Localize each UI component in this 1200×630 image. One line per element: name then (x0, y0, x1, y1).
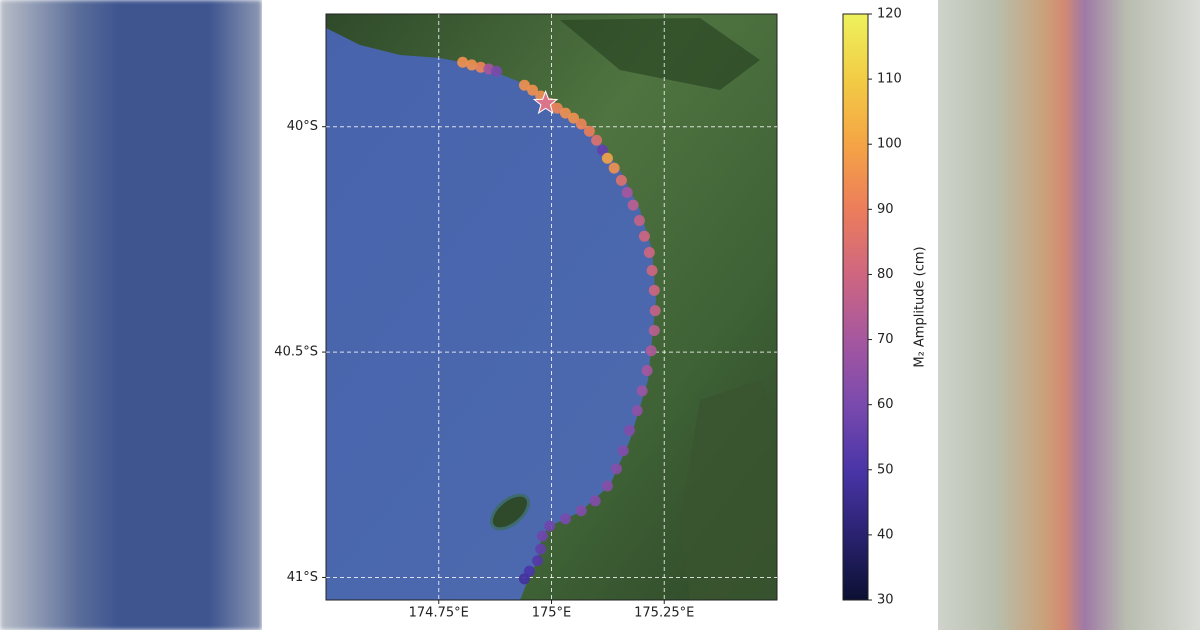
blurred-left-panel (0, 0, 262, 630)
x-tick-label: 174.75°E (409, 606, 469, 621)
amplitude-point (638, 230, 650, 242)
colorbar-tick-label: 40 (877, 527, 894, 542)
colorbar-tick-label: 80 (877, 267, 894, 282)
colorbar-tick-label: 70 (877, 332, 894, 347)
amplitude-point (615, 174, 627, 186)
amplitude-point (610, 463, 622, 475)
amplitude-point (518, 573, 530, 585)
amplitude-point (643, 246, 655, 258)
mountains (680, 380, 777, 600)
amplitude-point (631, 405, 643, 417)
amplitude-point (575, 118, 587, 130)
forest (560, 18, 760, 90)
blurred-right-panel (938, 0, 1200, 630)
amplitude-point (544, 520, 556, 532)
colorbar-tick-label: 90 (877, 202, 894, 217)
amplitude-point (551, 102, 563, 114)
amplitude-point (617, 445, 629, 457)
amplitude-point (559, 513, 571, 525)
amplitude-point (648, 284, 660, 296)
colorbar-tick-label: 100 (877, 137, 902, 152)
x-tick-label: 175°E (532, 606, 572, 621)
amplitude-point (596, 144, 608, 156)
colorbar-tick-label: 60 (877, 397, 894, 412)
amplitude-point (591, 134, 603, 146)
colorbar-tick-label: 110 (877, 72, 902, 87)
amplitude-point (621, 187, 633, 199)
y-tick-label: 41°S (287, 570, 318, 585)
amplitude-point (583, 125, 595, 137)
colorbar-tick-label: 120 (877, 7, 902, 22)
amplitude-point (532, 555, 544, 567)
amplitude-point (627, 199, 639, 211)
tide-gauge-star (532, 89, 559, 115)
amplitude-point (633, 214, 645, 226)
amplitude-point (457, 56, 469, 68)
amplitude-point (466, 59, 478, 71)
y-tick-label: 40°S (287, 119, 318, 134)
amplitude-point (490, 65, 502, 77)
amplitude-point (589, 495, 601, 507)
x-tick-label: 175.25°E (634, 606, 694, 621)
amplitude-point (649, 305, 661, 317)
amplitude-point (536, 530, 548, 542)
amplitude-point (601, 152, 613, 164)
kapiti-island (489, 493, 531, 531)
amplitude-point (559, 107, 571, 119)
y-tick-label: 40.5°S (274, 345, 318, 360)
amplitude-point (518, 79, 530, 91)
amplitude-point (608, 162, 620, 174)
colorbar (842, 13, 869, 601)
amplitude-point (641, 365, 653, 377)
amplitude-point (575, 505, 587, 517)
amplitude-point (535, 543, 547, 555)
amplitude-point (568, 112, 580, 124)
amplitude-point (648, 324, 660, 336)
amplitude-point (646, 264, 658, 276)
amplitude-point (624, 425, 636, 437)
amplitude-point (527, 84, 539, 96)
colorbar-tick-label: 50 (877, 462, 894, 477)
amplitude-point (645, 345, 657, 357)
colorbar-tick-label: 30 (877, 593, 894, 608)
amplitude-point (636, 385, 648, 397)
land (326, 14, 777, 600)
amplitude-point (601, 480, 613, 492)
colorbar-label: M₂ Amplitude (cm) (913, 246, 928, 367)
